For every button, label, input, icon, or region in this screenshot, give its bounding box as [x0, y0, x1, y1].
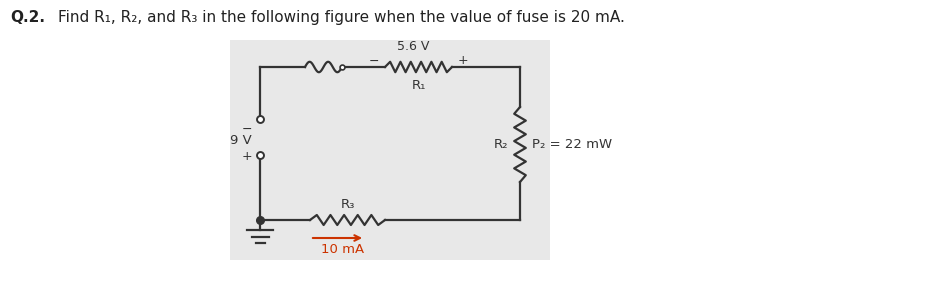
- Text: R₃: R₃: [340, 198, 355, 211]
- Text: Find R₁, R₂, and R₃ in the following figure when the value of fuse is 20 mA.: Find R₁, R₂, and R₃ in the following fig…: [58, 10, 625, 25]
- Text: +: +: [458, 54, 469, 67]
- FancyBboxPatch shape: [230, 40, 550, 260]
- Text: R₁: R₁: [412, 79, 425, 92]
- Text: 5.6 V: 5.6 V: [398, 40, 430, 53]
- Text: +: +: [241, 151, 252, 164]
- Text: −: −: [242, 122, 252, 135]
- Text: −: −: [369, 54, 379, 67]
- Text: 10 mA: 10 mA: [321, 243, 364, 256]
- Text: Q.2.: Q.2.: [10, 10, 45, 25]
- Text: R₂: R₂: [493, 138, 508, 151]
- Text: P₂ = 22 mW: P₂ = 22 mW: [532, 138, 612, 151]
- Text: 9 V: 9 V: [230, 135, 252, 147]
